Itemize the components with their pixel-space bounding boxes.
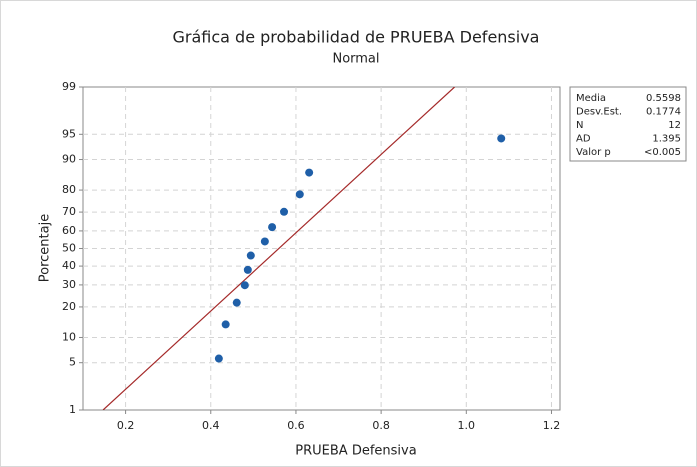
stat-value: 1.395 — [652, 134, 681, 145]
data-point — [295, 190, 304, 199]
y-tick-label: 60 — [62, 224, 76, 237]
y-axis-label: Porcentaje — [38, 214, 53, 282]
data-point — [260, 237, 269, 246]
y-tick-label: 5 — [69, 356, 76, 369]
stats-box — [569, 86, 687, 162]
data-point — [305, 168, 314, 177]
y-tick-label: 80 — [62, 183, 76, 196]
data-point — [246, 251, 255, 260]
x-tick-label: 0.2 — [117, 419, 135, 432]
stat-value: 0.1774 — [646, 107, 681, 118]
fit-line — [102, 87, 455, 410]
y-tick-label: 10 — [62, 330, 76, 343]
x-tick-label: 1.2 — [543, 419, 561, 432]
data-point — [268, 223, 277, 232]
y-tick-label: 90 — [62, 153, 76, 166]
data-point — [240, 281, 249, 290]
data-point — [280, 207, 289, 216]
y-tick-label: 99 — [62, 80, 76, 93]
chart-subtitle: Normal — [332, 52, 379, 67]
stat-value: 0.5598 — [646, 93, 681, 104]
x-tick-label: 0.8 — [372, 419, 390, 432]
stat-label: N — [576, 120, 583, 131]
y-tick-label: 1 — [69, 403, 76, 416]
stat-label: Desv.Est. — [576, 107, 622, 118]
stat-label: Valor p — [576, 147, 611, 158]
x-tick-label: 0.6 — [287, 419, 305, 432]
data-point — [214, 354, 223, 363]
data-point — [232, 298, 241, 307]
x-tick-label: 0.4 — [202, 419, 220, 432]
stat-value: 12 — [668, 120, 681, 131]
data-point — [243, 265, 252, 274]
x-tick-label: 1.0 — [458, 419, 476, 432]
y-tick-label: 50 — [62, 242, 76, 255]
stat-label: AD — [576, 134, 591, 145]
x-axis-label: PRUEBA Defensiva — [295, 444, 416, 459]
y-tick-label: 70 — [62, 205, 76, 218]
stat-label: Media — [576, 93, 606, 104]
y-tick-label: 20 — [62, 300, 76, 313]
data-point — [497, 134, 506, 143]
y-tick-label: 95 — [62, 127, 76, 140]
y-tick-label: 40 — [62, 259, 76, 272]
stat-value: <0.005 — [644, 147, 681, 158]
data-point — [221, 320, 230, 329]
y-tick-label: 30 — [62, 278, 76, 291]
chart-title: Gráfica de probabilidad de PRUEBA Defens… — [173, 28, 540, 47]
